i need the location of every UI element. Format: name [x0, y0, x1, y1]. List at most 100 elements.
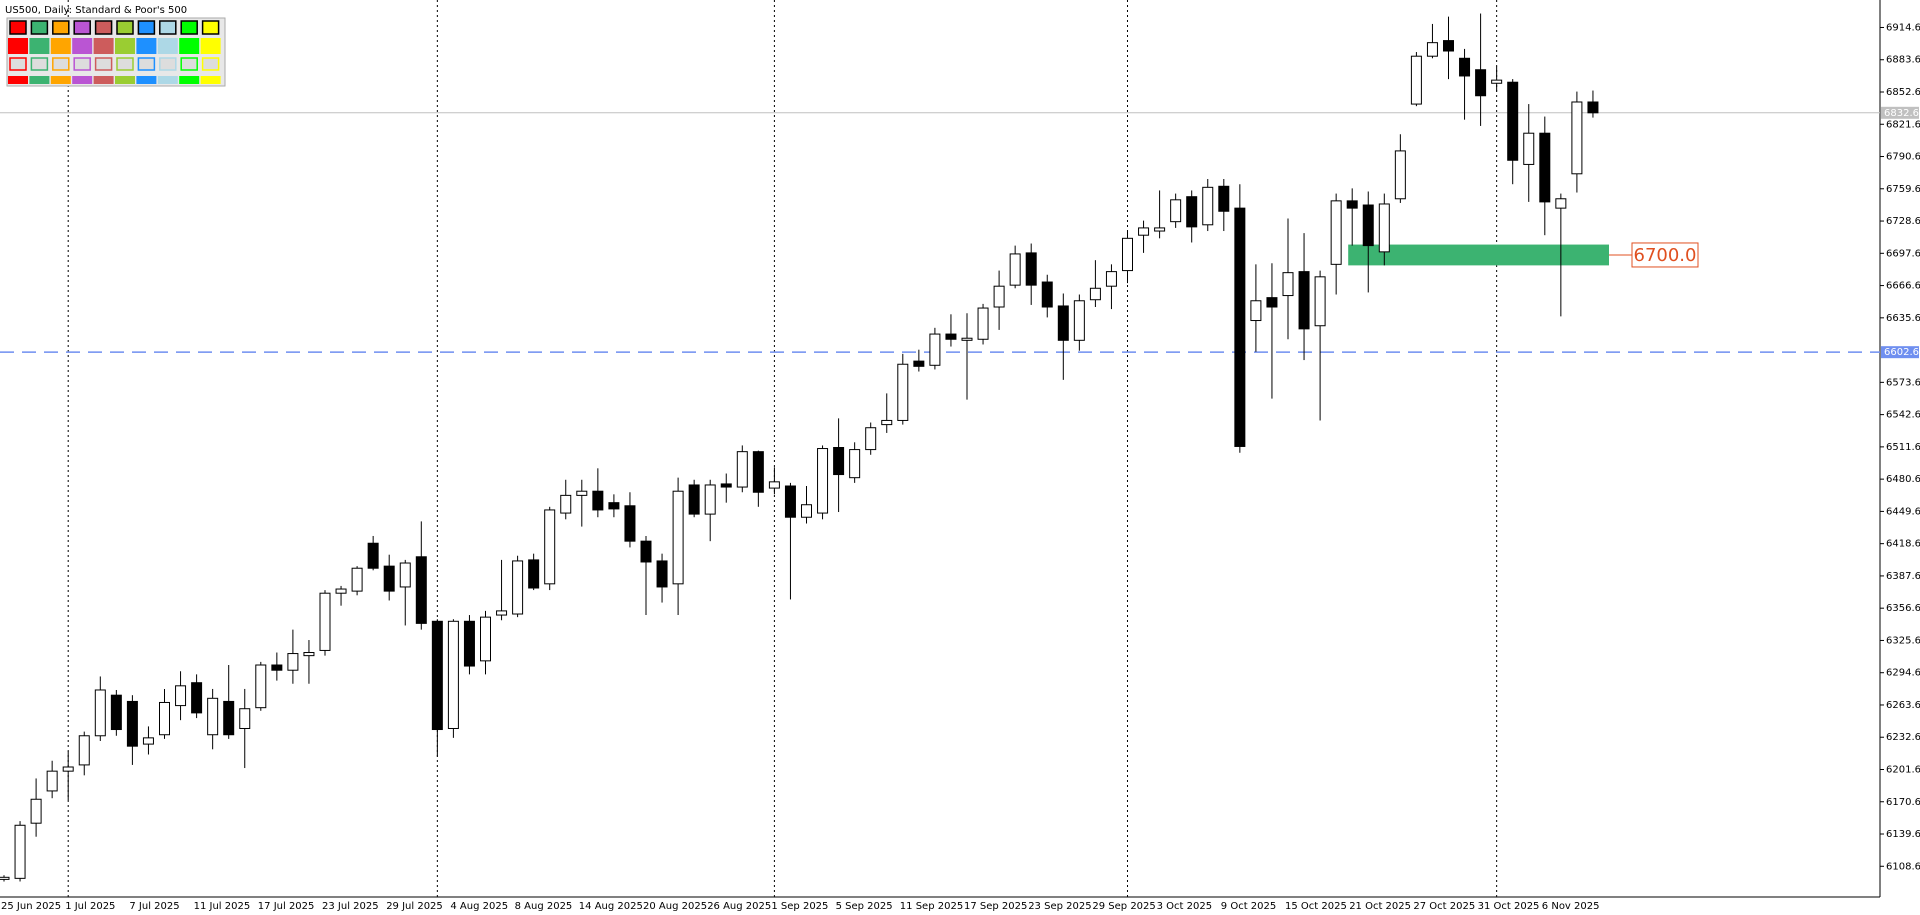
candle-body: [1009, 253, 1021, 286]
candle-body: [1122, 237, 1133, 272]
palette-swatch[interactable]: [179, 38, 200, 54]
candle-body: [1394, 150, 1406, 200]
candle-body: [255, 664, 267, 709]
y-tick-label: 6139.6: [1886, 829, 1920, 840]
palette-swatch[interactable]: [94, 57, 113, 71]
candle-body: [1154, 227, 1166, 232]
palette-swatch[interactable]: [115, 76, 135, 84]
y-tick-label: 6852.6: [1886, 87, 1920, 98]
candle-body: [271, 664, 283, 671]
color-palette[interactable]: [6, 17, 226, 87]
palette-swatch[interactable]: [116, 20, 134, 35]
candle-body: [94, 689, 106, 737]
palette-swatch[interactable]: [30, 20, 49, 35]
palette-swatch[interactable]: [200, 76, 221, 84]
price-label-box: [1881, 106, 1919, 119]
candle-body: [399, 562, 411, 588]
x-tick-label: 25 Jun 2025: [1, 901, 61, 912]
candle-body: [110, 694, 122, 731]
candle-body: [560, 494, 572, 514]
candle-body: [913, 360, 925, 367]
palette-swatch[interactable]: [201, 20, 220, 35]
y-tick-label: 6914.6: [1886, 22, 1920, 33]
palette-swatch[interactable]: [30, 57, 49, 71]
palette-swatch[interactable]: [157, 76, 178, 84]
palette-swatch[interactable]: [159, 20, 177, 35]
palette-swatch[interactable]: [29, 76, 50, 84]
palette-swatch[interactable]: [9, 57, 27, 71]
palette-swatch[interactable]: [72, 76, 93, 84]
palette-swatch[interactable]: [201, 57, 220, 71]
candle-body: [881, 419, 893, 426]
candle-body: [833, 447, 845, 476]
y-tick-label: 6449.6: [1886, 506, 1920, 517]
palette-swatch[interactable]: [29, 38, 50, 54]
y-tick-label: 6263.6: [1886, 700, 1920, 711]
palette-swatch[interactable]: [179, 76, 200, 84]
candle-body: [1523, 132, 1535, 165]
candle-body: [351, 567, 363, 592]
candle-body: [0, 876, 10, 880]
y-tick-label: 6759.6: [1886, 184, 1920, 195]
palette-swatch[interactable]: [9, 20, 27, 35]
candle-body: [1539, 132, 1551, 203]
palette-swatch[interactable]: [50, 38, 71, 54]
y-tick-label: 6325.6: [1886, 635, 1920, 646]
candle-body: [431, 620, 443, 731]
palette-swatch[interactable]: [93, 38, 114, 54]
y-tick-label: 6201.6: [1886, 764, 1920, 775]
palette-swatch[interactable]: [180, 20, 198, 35]
candle-body: [752, 451, 764, 493]
palette-swatch[interactable]: [52, 57, 70, 71]
candle-body: [480, 616, 491, 662]
candle-body: [576, 490, 588, 496]
palette-swatch[interactable]: [8, 76, 28, 84]
palette-swatch[interactable]: [94, 20, 113, 35]
candle-body: [159, 701, 170, 736]
y-tick-label: 6790.6: [1886, 152, 1920, 163]
candle-body: [1250, 300, 1262, 322]
palette-swatch[interactable]: [180, 57, 198, 71]
x-tick-label: 17 Jul 2025: [258, 901, 315, 912]
palette-swatch[interactable]: [137, 57, 156, 71]
price-label: 6832.6: [1884, 108, 1919, 119]
x-tick-label: 11 Jul 2025: [194, 901, 251, 912]
chart-title: US500, Daily: Standard & Poor's 500: [5, 5, 187, 16]
palette-swatch[interactable]: [50, 76, 71, 84]
palette-swatch[interactable]: [72, 38, 93, 54]
x-tick-label: 29 Sep 2025: [1092, 901, 1155, 912]
palette-swatch[interactable]: [137, 20, 156, 35]
palette-swatch[interactable]: [8, 38, 28, 54]
palette-swatch[interactable]: [200, 38, 221, 54]
palette-swatch[interactable]: [136, 38, 157, 54]
price-label: 6602.6: [1884, 347, 1919, 358]
palette-swatch[interactable]: [73, 20, 91, 35]
candle-body: [1426, 42, 1438, 57]
x-tick-label: 5 Sep 2025: [836, 901, 893, 912]
palette-swatch[interactable]: [73, 57, 91, 71]
y-tick-label: 6511.6: [1886, 442, 1920, 453]
palette-swatch[interactable]: [52, 20, 70, 35]
palette-swatch[interactable]: [136, 76, 157, 84]
y-tick-label: 6356.6: [1886, 603, 1920, 614]
candle-body: [207, 697, 219, 736]
candle-body: [1314, 276, 1326, 327]
y-tick-label: 6883.6: [1886, 55, 1920, 66]
palette-swatch[interactable]: [93, 76, 114, 84]
candle-body: [1057, 305, 1069, 341]
x-tick-label: 31 Oct 2025: [1478, 901, 1540, 912]
x-tick-label: 29 Jul 2025: [386, 901, 443, 912]
candle-body: [191, 682, 203, 714]
palette-swatch[interactable]: [159, 57, 177, 71]
palette-swatch[interactable]: [115, 38, 135, 54]
y-tick-label: 6108.6: [1886, 861, 1920, 872]
palette-swatch[interactable]: [116, 57, 134, 71]
palette-swatch[interactable]: [157, 38, 178, 54]
candle-body: [1555, 198, 1567, 209]
candle-body: [528, 559, 540, 589]
x-tick-label: 1 Jul 2025: [65, 901, 115, 912]
x-tick-label: 4 Aug 2025: [450, 901, 508, 912]
candle-body: [1410, 55, 1422, 105]
candle-body: [303, 652, 315, 657]
x-tick-label: 14 Aug 2025: [579, 901, 643, 912]
